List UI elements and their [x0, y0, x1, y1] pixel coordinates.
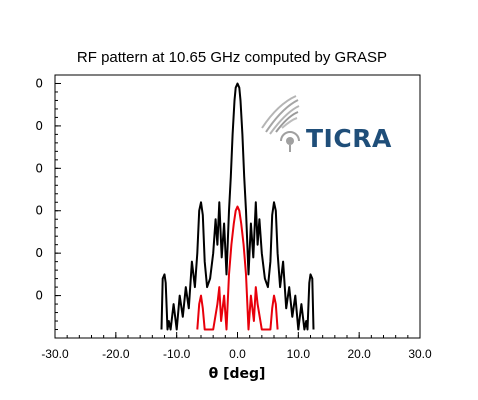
y-tick-label: 0	[35, 76, 43, 90]
x-tick-label: 0.0	[229, 347, 246, 361]
x-axis-label: θ [deg]	[209, 366, 266, 382]
x-tick-label: -10.0	[163, 347, 191, 361]
ticra-logo: TICRA	[261, 95, 392, 153]
x-tick-label: 20.0	[347, 347, 371, 361]
x-tick-label: -30.0	[41, 347, 69, 361]
x-tick-label: 30.0	[408, 347, 432, 361]
ticra-logo-emblem-icon	[261, 95, 300, 152]
ticra-logo-text: TICRA	[306, 124, 392, 153]
y-tick-label: 0	[35, 161, 43, 175]
x-tick-label: 10.0	[287, 347, 311, 361]
chart-title: RF pattern at 10.65 GHz computed by GRAS…	[77, 49, 387, 66]
x-tick-label: -20.0	[102, 347, 130, 361]
plot-axes: 0 0 0 0 0 0 -30.0 -20.0 -10.0 0.0 10.0 20.0 30.0	[35, 74, 432, 361]
y-tick-label: 0	[35, 119, 43, 133]
y-tick-label: 0	[35, 289, 43, 303]
series-line-2	[196, 205, 279, 331]
y-tick-label: 0	[35, 246, 43, 260]
series-layer	[160, 82, 315, 331]
y-tick-label: 0	[35, 204, 43, 218]
series-line-1	[160, 82, 315, 331]
